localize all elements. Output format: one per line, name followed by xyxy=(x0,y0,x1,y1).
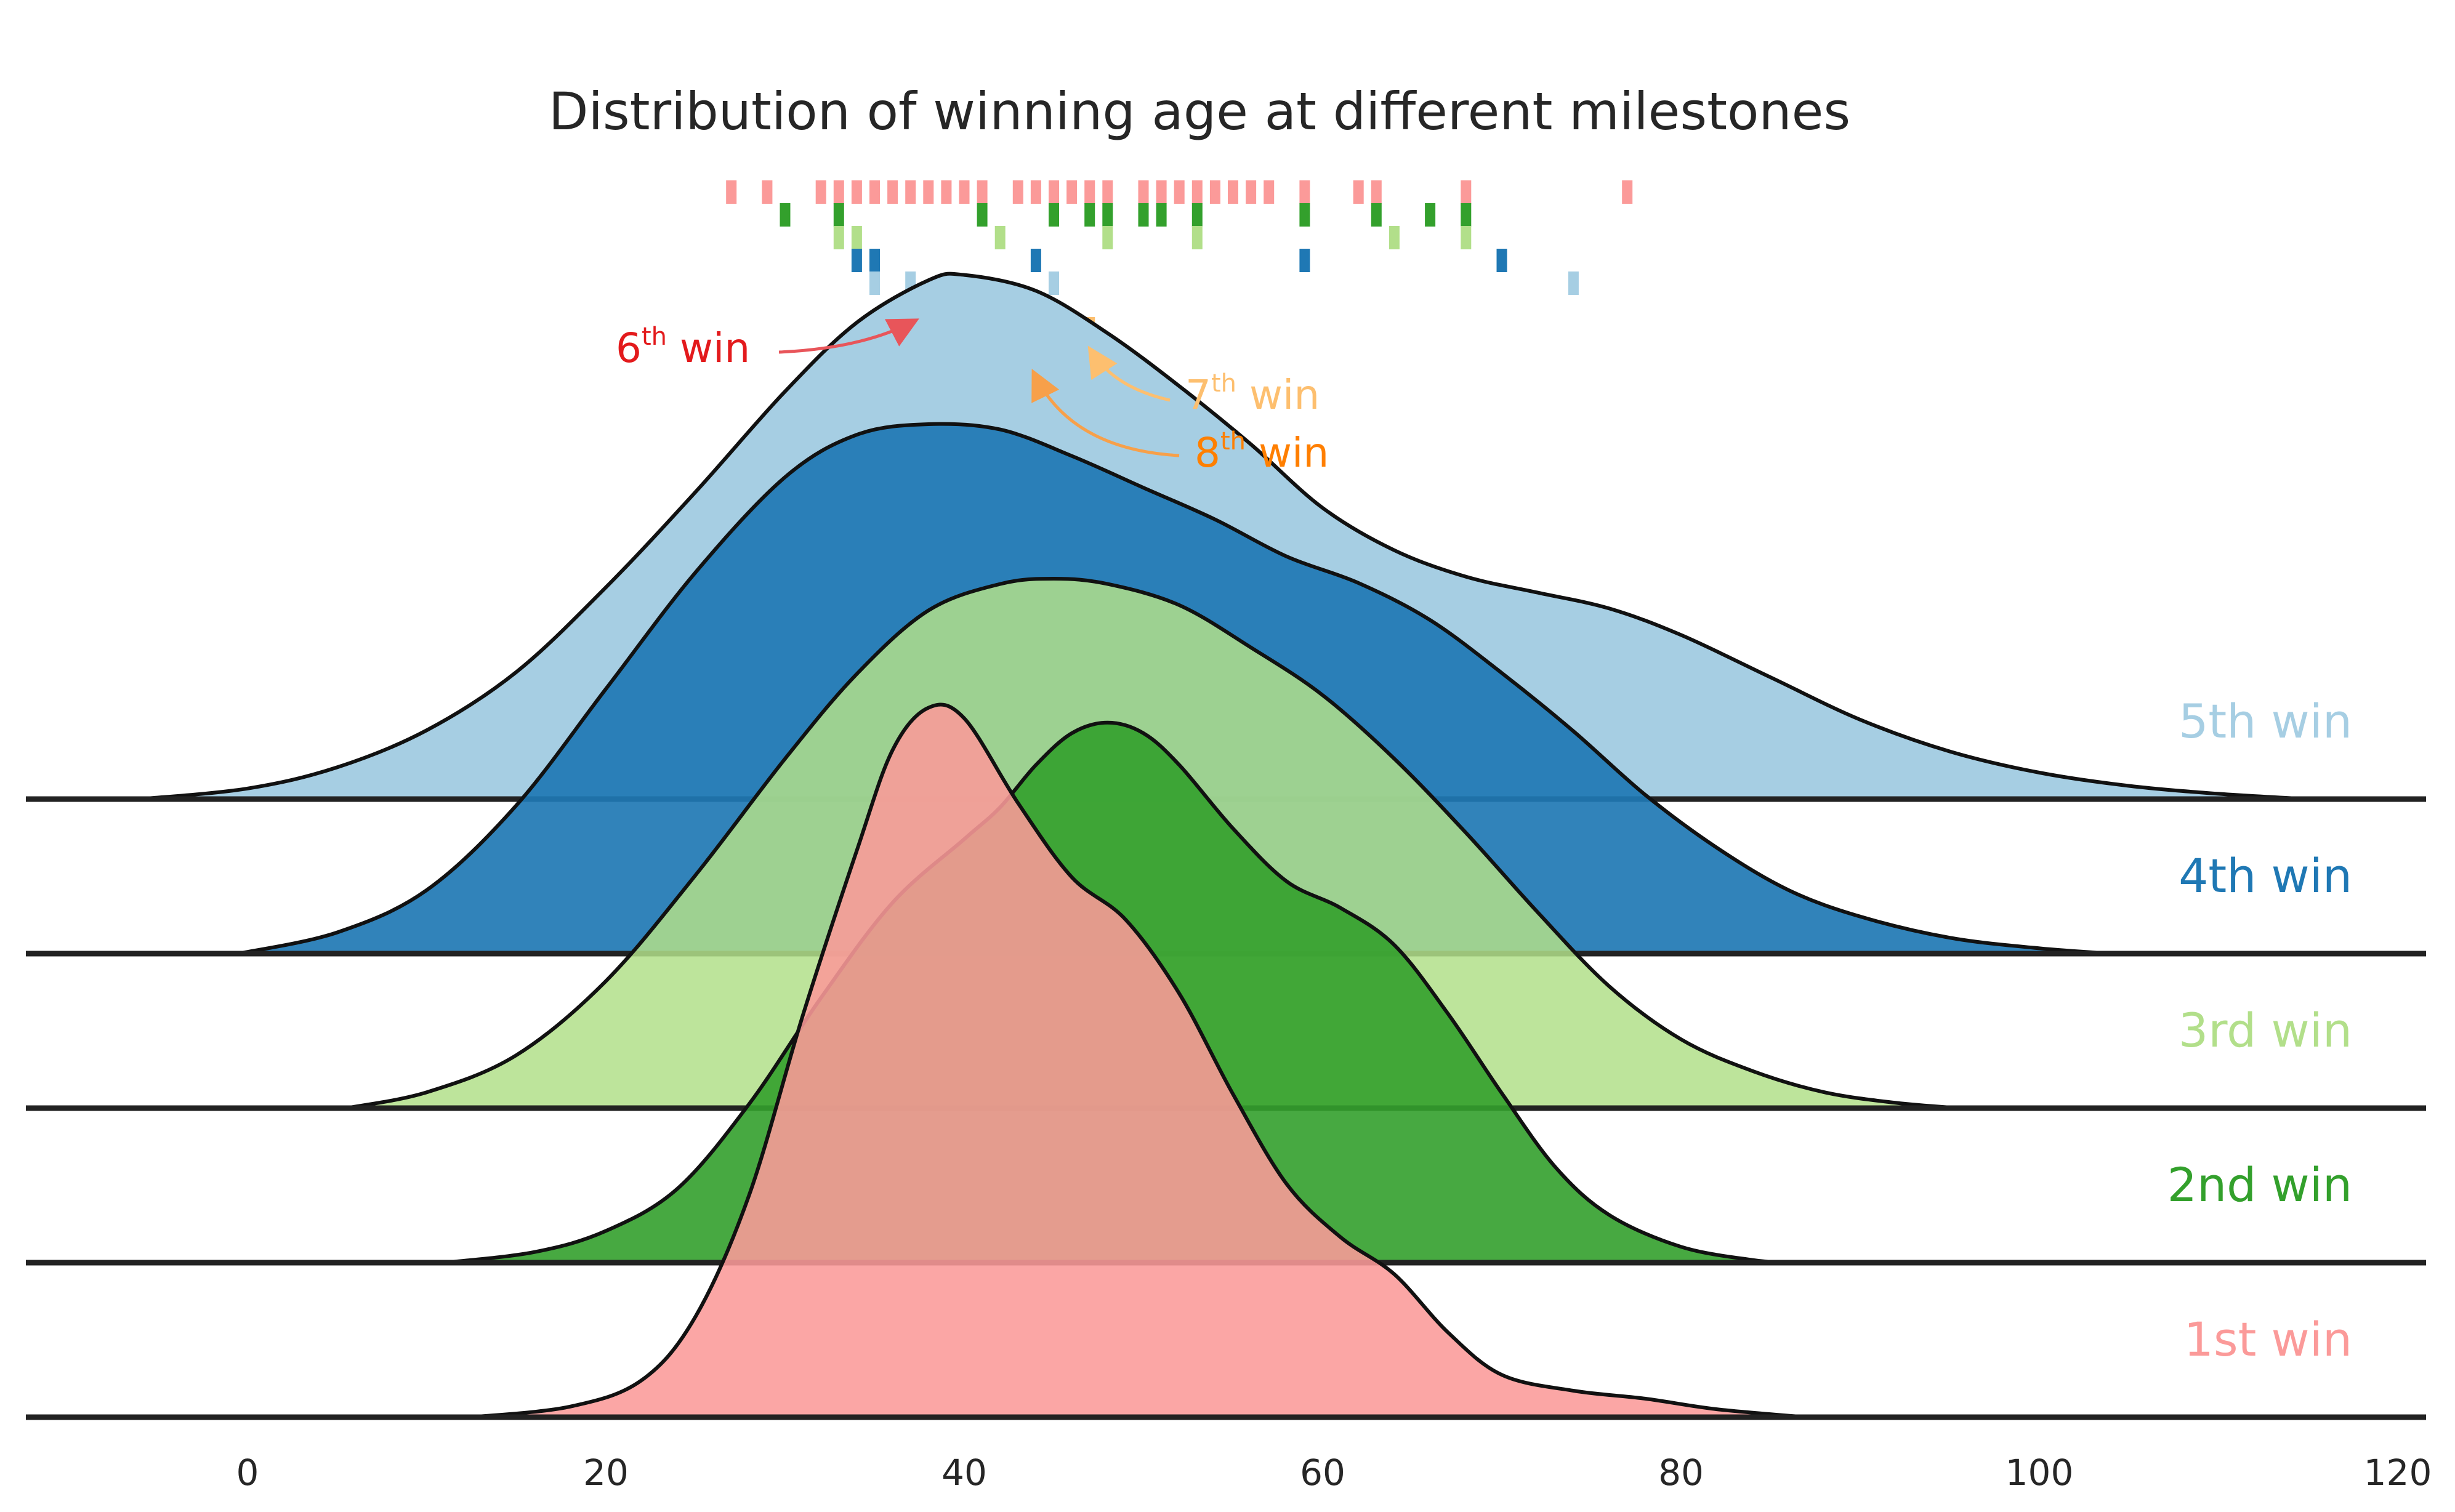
rug-tick xyxy=(762,180,773,204)
rug-tick xyxy=(977,203,988,227)
rug-tick xyxy=(1191,226,1203,249)
rug-tick xyxy=(1299,249,1310,272)
rug-tick xyxy=(1012,180,1023,204)
x-tick-label: 120 xyxy=(2364,1452,2432,1494)
rug-tick xyxy=(869,180,880,204)
rug-tick xyxy=(905,180,916,204)
rug-tick xyxy=(1174,180,1185,204)
ridge-outline-2nd-win xyxy=(444,720,1789,1265)
annotation-7th-win: 7th win xyxy=(1087,345,1320,419)
rug-tick xyxy=(1191,180,1203,204)
rug-tick xyxy=(851,180,862,204)
rug-tick xyxy=(851,226,862,249)
ridge-label-4th-win: 4th win xyxy=(2179,848,2352,903)
x-tick-label: 40 xyxy=(941,1452,987,1494)
ridge-label-5th-win: 5th win xyxy=(2179,694,2352,749)
rug-tick xyxy=(833,203,844,227)
rug-tick xyxy=(1156,203,1167,227)
x-tick-label: 60 xyxy=(1300,1452,1345,1494)
annotations: 6th win 7th win 8th win xyxy=(616,318,1329,477)
rug-tick xyxy=(1102,203,1113,227)
rug-tick xyxy=(1191,203,1203,227)
rug-tick xyxy=(1264,180,1275,204)
rug-tick xyxy=(994,226,1006,249)
rug-tick xyxy=(1138,203,1149,227)
rug-tick xyxy=(780,203,791,227)
x-tick-label: 80 xyxy=(1658,1452,1704,1494)
rug-tick xyxy=(1049,203,1059,227)
rug-tick xyxy=(833,226,844,249)
rug-tick xyxy=(1138,180,1149,204)
rug-tick xyxy=(1461,226,1472,249)
rug-tick xyxy=(1389,226,1400,249)
rug-tick xyxy=(941,180,952,204)
rug-tick xyxy=(1156,180,1167,204)
rug-tick xyxy=(1049,271,1059,295)
chart-title: Distribution of winning age at different… xyxy=(549,81,1850,142)
ridge-fill-1st-win xyxy=(471,704,1807,1417)
rug-tick xyxy=(1299,180,1310,204)
rug-tick xyxy=(833,180,844,204)
ridge-outline-4th-win xyxy=(238,422,2111,955)
annotation-arrow xyxy=(778,318,919,354)
rug-tick xyxy=(851,249,862,272)
x-axis: 0 20 40 60 80 100 120 xyxy=(236,1452,2432,1494)
x-tick-label: 20 xyxy=(583,1452,629,1494)
annotation-label: 7th win xyxy=(1185,369,1320,419)
rug-tick xyxy=(1622,180,1633,204)
rug-tick xyxy=(1084,203,1095,227)
annotation-8th-win: 8th win xyxy=(1031,369,1329,477)
x-tick-label: 100 xyxy=(2006,1452,2074,1494)
rug-tick xyxy=(1568,271,1579,295)
rug-tick xyxy=(1461,203,1472,227)
rug-tick xyxy=(1102,180,1113,204)
rug-tick xyxy=(726,180,737,204)
ridge-outline-5th-win xyxy=(140,271,2308,801)
rug-tick xyxy=(1209,180,1220,204)
rug-tick xyxy=(1030,249,1041,272)
rug-tick xyxy=(815,180,826,204)
rug-tick xyxy=(1371,180,1382,204)
rug-tick xyxy=(1084,180,1095,204)
rug-tick xyxy=(1030,180,1041,204)
rug-tick xyxy=(923,180,934,204)
rug-tick xyxy=(977,180,988,204)
rug-tick xyxy=(1496,249,1507,272)
rug-tick xyxy=(1228,180,1238,204)
annotation-label: 8th win xyxy=(1195,427,1329,477)
annotation-6th-win: 6th win xyxy=(616,318,919,372)
ridges xyxy=(26,271,2426,1420)
ridge-labels: 5th win 4th win 3rd win 2nd win 1st win xyxy=(2167,694,2352,1367)
ridge-label-1st-win: 1st win xyxy=(2184,1312,2352,1367)
ridge-outline-1st-win xyxy=(471,702,1807,1419)
ridge-outline-3rd-win xyxy=(345,577,1959,1110)
ridge-label-2nd-win: 2nd win xyxy=(2167,1157,2352,1212)
rug-tick xyxy=(1049,180,1059,204)
rug-tick xyxy=(1246,180,1257,204)
rug-tick xyxy=(869,249,880,272)
rug-tick xyxy=(1102,226,1113,249)
x-tick-label: 0 xyxy=(236,1452,259,1494)
rug-tick xyxy=(1371,203,1382,227)
rug-tick xyxy=(1425,203,1436,227)
annotation-arrow xyxy=(1087,345,1171,402)
rug-tick xyxy=(1066,180,1078,204)
ridge-label-3rd-win: 3rd win xyxy=(2179,1003,2352,1058)
rug-tick xyxy=(959,180,970,204)
annotation-label: 6th win xyxy=(616,323,750,372)
rug-tick xyxy=(887,180,898,204)
rug-tick xyxy=(1461,180,1472,204)
ridge-1st-win xyxy=(26,702,2426,1420)
rug-tick xyxy=(1299,203,1310,227)
rug-tick xyxy=(869,271,880,295)
annotation-arrow xyxy=(1031,369,1180,457)
rug-tick xyxy=(1353,180,1364,204)
